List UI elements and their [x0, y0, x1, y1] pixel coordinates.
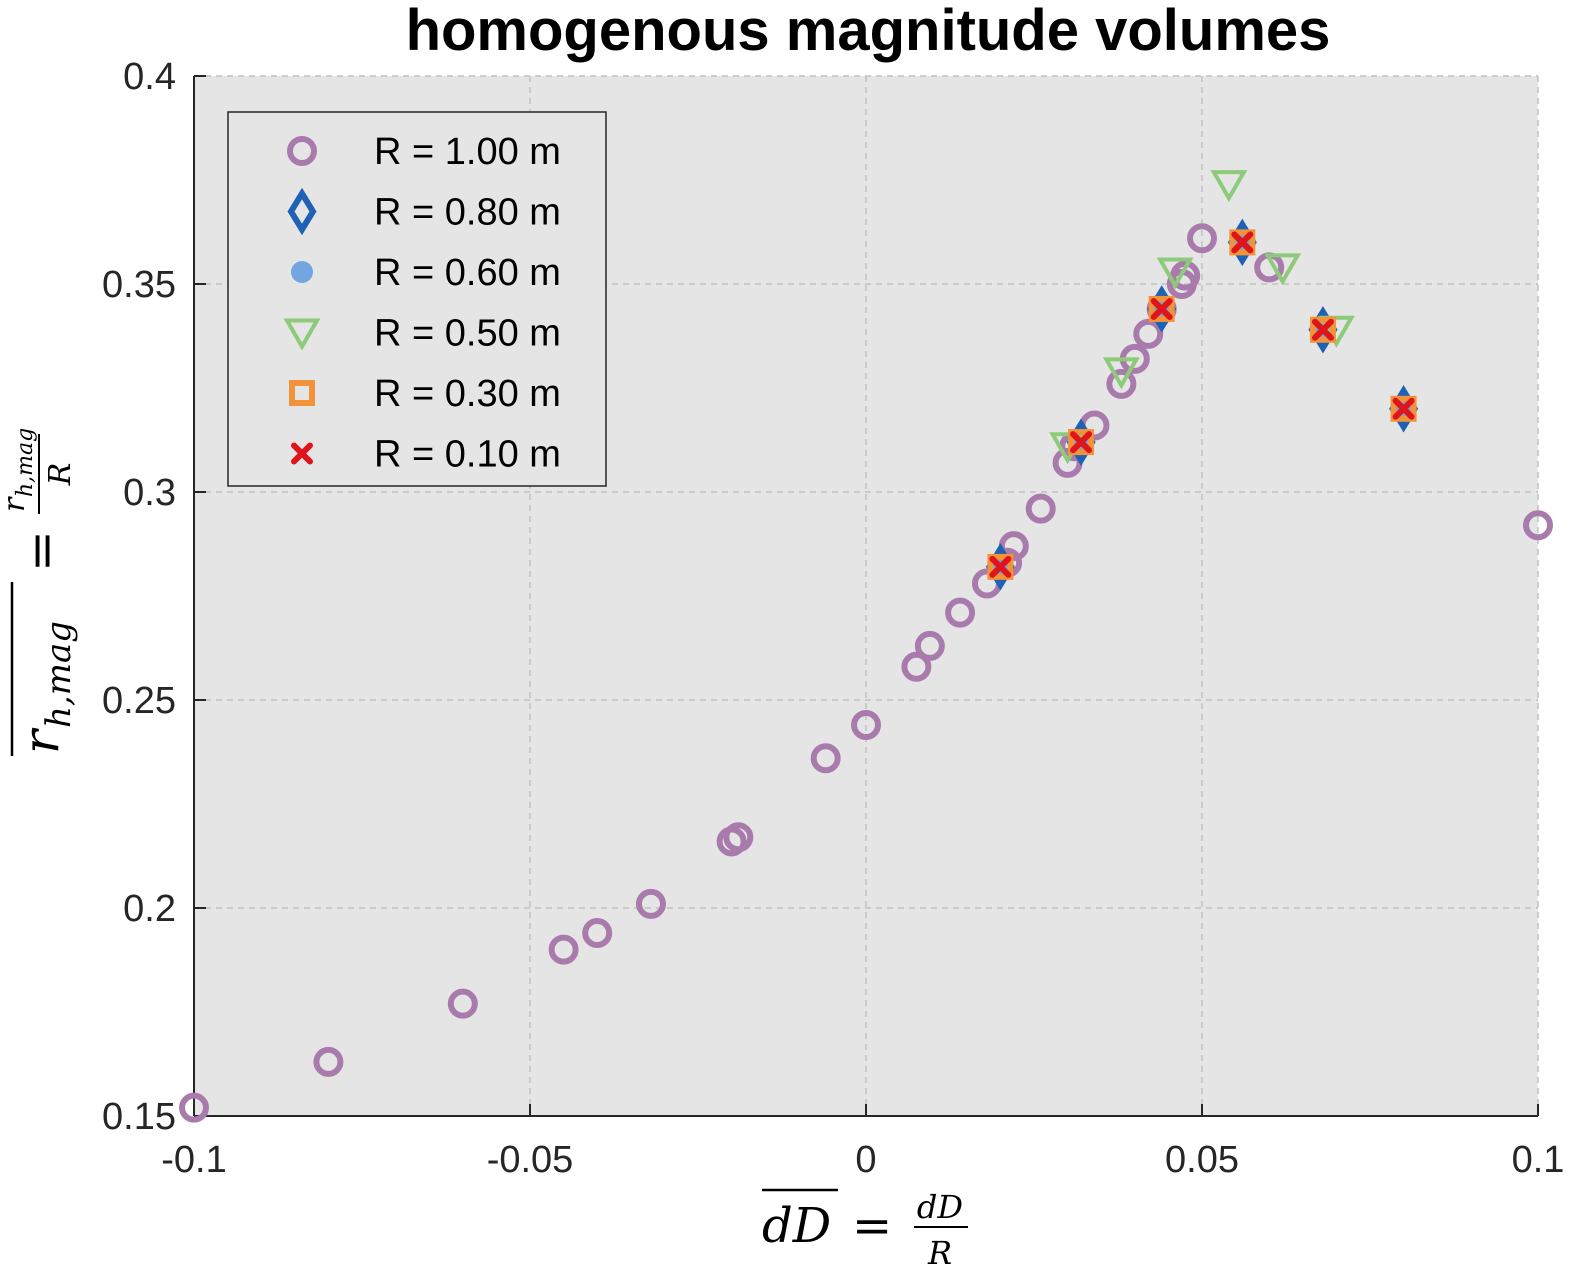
- data-point: [914, 630, 945, 661]
- data-point: [313, 1046, 344, 1077]
- data-point: [548, 934, 579, 965]
- x-tick-label: -0.1: [161, 1139, 226, 1181]
- x-label-denominator: R: [927, 1234, 952, 1272]
- legend-marker: [287, 136, 317, 166]
- series-4: [987, 229, 1417, 580]
- y-label-numerator-sub: h,mag: [13, 428, 38, 497]
- legend-label: R = 0.30 m: [374, 373, 561, 415]
- legend-item: R = 0.60 m: [291, 252, 561, 294]
- legend-label: R = 0.60 m: [374, 252, 561, 294]
- y-label-numerator-base: r: [0, 496, 32, 512]
- legend-marker: [291, 261, 313, 283]
- x-tick-label: 0: [855, 1139, 876, 1181]
- y-tick-label: 0.15: [102, 1096, 176, 1138]
- legend-item: R = 0.50 m: [283, 313, 561, 355]
- data-point: [945, 597, 976, 628]
- y-label-lhs-base: r: [12, 727, 70, 754]
- data-point: [1390, 395, 1417, 422]
- legend-label: R = 1.00 m: [374, 131, 561, 173]
- y-tick-label: 0.3: [123, 472, 176, 514]
- y-tick-label: 0.25: [102, 680, 176, 722]
- data-point: [723, 822, 754, 853]
- y-axis-label: r h,mag = r h,mag R: [0, 428, 79, 756]
- data-point: [1148, 295, 1175, 322]
- data-point: [901, 651, 932, 682]
- data-point: [1102, 357, 1140, 390]
- data-point: [810, 743, 841, 774]
- data-point: [1133, 318, 1164, 349]
- legend-item: R = 0.10 m: [291, 434, 561, 476]
- data-point: [582, 917, 613, 948]
- data-point: [1025, 493, 1056, 524]
- axes: [193, 75, 1539, 1117]
- data-point: [635, 888, 666, 919]
- y-tick-labels: 0.15 0.2 0.25 0.3 0.35 0.4: [102, 56, 176, 1138]
- series-5: [989, 231, 1415, 578]
- legend-marker: [289, 380, 315, 406]
- x-label-equals: =: [852, 1198, 892, 1254]
- legend-marker: [287, 187, 317, 236]
- y-tick-label: 0.4: [123, 56, 176, 98]
- data-point: [1264, 253, 1302, 286]
- x-tick-label: 0.1: [1512, 1139, 1565, 1181]
- data-point: [1187, 223, 1217, 254]
- x-axis-label: dD = dD R: [762, 1188, 968, 1272]
- y-tick-label: 0.2: [123, 888, 176, 930]
- y-tick-label: 0.35: [102, 264, 176, 306]
- data-points: [179, 170, 1553, 1123]
- x-tick-label: -0.05: [487, 1139, 574, 1181]
- data-point: [1392, 397, 1415, 420]
- x-tick-labels: -0.1 -0.05 0 0.05 0.1: [161, 1139, 1564, 1181]
- legend: R = 1.00 m R = 0.80 m R = 0.60 m R = 0.50 m…: [227, 111, 607, 487]
- data-point: [1170, 260, 1201, 291]
- y-label-denominator: R: [43, 463, 78, 487]
- x-label-numerator: dD: [917, 1188, 963, 1226]
- legend-label: R = 0.80 m: [374, 192, 561, 234]
- legend-marker: [291, 442, 313, 465]
- data-point: [989, 555, 1012, 578]
- y-label-lhs-sub: h,mag: [39, 621, 79, 728]
- legend-label: R = 0.10 m: [374, 434, 561, 476]
- data-point: [1106, 368, 1137, 399]
- data-point: [1068, 429, 1095, 456]
- x-tick-label: 0.05: [1165, 1139, 1239, 1181]
- data-point: [1231, 231, 1254, 254]
- data-point: [447, 988, 478, 1019]
- chart-title: homogenous magnitude volumes: [406, 0, 1331, 63]
- data-point: [987, 553, 1014, 580]
- data-point: [1156, 257, 1194, 290]
- data-point: [1229, 229, 1256, 256]
- data-point: [1311, 318, 1334, 341]
- legend-box: [227, 111, 607, 487]
- data-point: [1309, 316, 1336, 343]
- data-point: [1070, 431, 1093, 454]
- y-label-equals: =: [12, 530, 70, 572]
- legend-item: R = 0.30 m: [289, 373, 561, 415]
- legend-label: R = 0.50 m: [374, 313, 561, 355]
- data-point: [851, 709, 881, 740]
- data-point: [179, 1092, 209, 1123]
- legend-item: R = 0.80 m: [287, 187, 561, 236]
- legend-marker: [283, 318, 321, 351]
- x-label-lhs: dD: [762, 1198, 831, 1254]
- data-point: [1317, 315, 1355, 348]
- data-point: [1150, 297, 1173, 320]
- legend-item: R = 1.00 m: [287, 131, 561, 173]
- data-point: [1523, 510, 1553, 541]
- data-point: [1210, 170, 1248, 203]
